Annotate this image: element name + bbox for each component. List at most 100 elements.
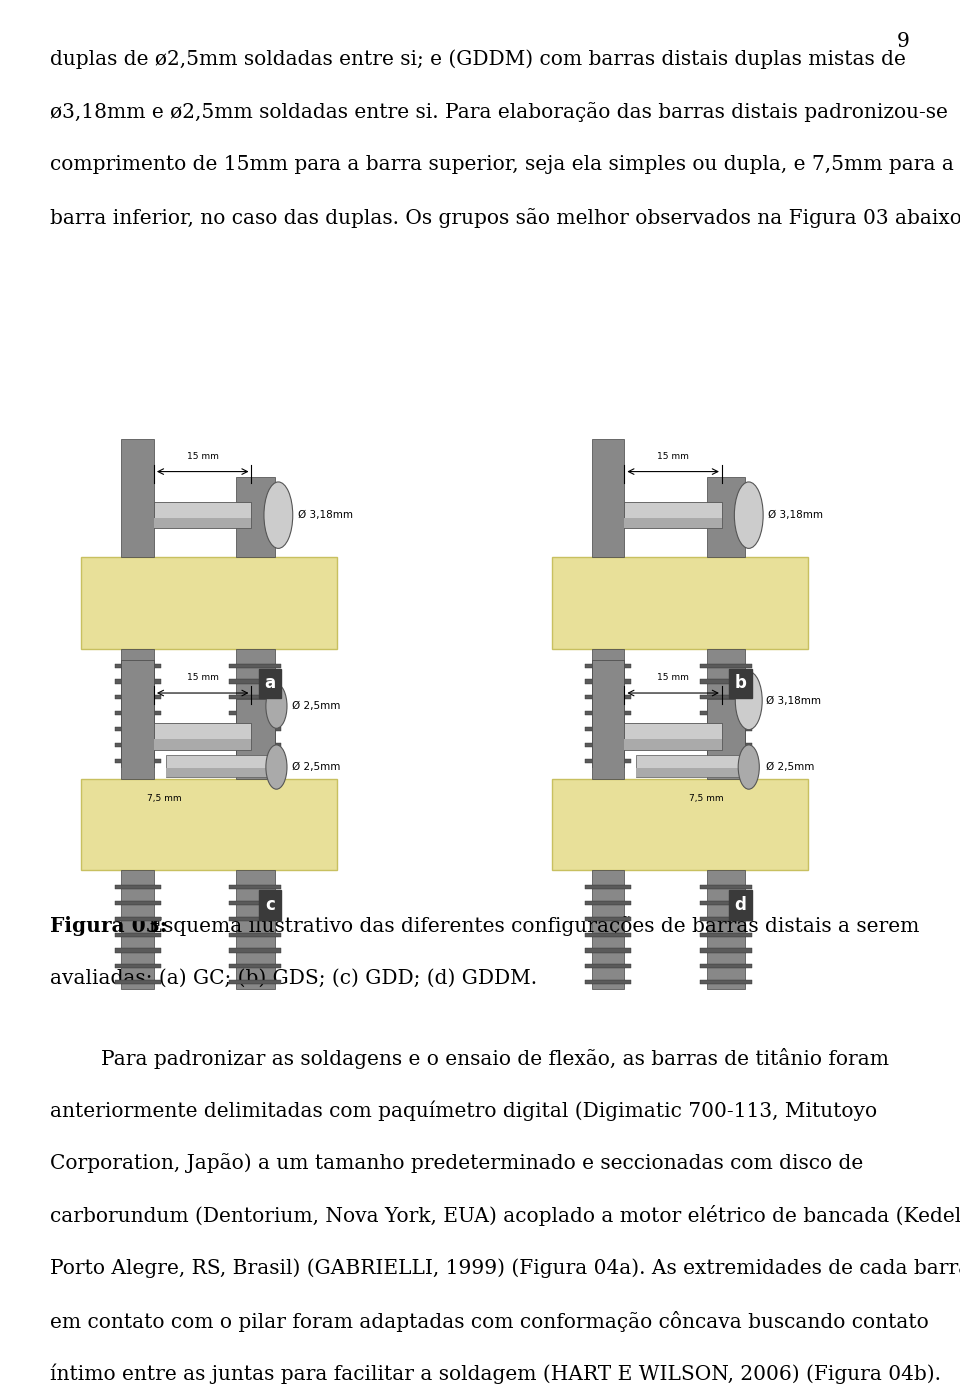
- Bar: [114, 743, 160, 747]
- Bar: [121, 649, 154, 768]
- Bar: [229, 901, 281, 905]
- Bar: [114, 901, 160, 905]
- Text: Porto Alegre, RS, Brasil) (GABRIELLI, 1999) (Figura 04a). As extremidades de cad: Porto Alegre, RS, Brasil) (GABRIELLI, 19…: [50, 1258, 960, 1277]
- Bar: [229, 664, 281, 667]
- Bar: [700, 916, 752, 920]
- Bar: [585, 743, 631, 747]
- Text: Ø 3,18mm: Ø 3,18mm: [298, 511, 352, 520]
- Bar: [700, 901, 752, 905]
- Bar: [700, 758, 752, 763]
- Text: Ø 2,5mm: Ø 2,5mm: [292, 763, 340, 772]
- Text: Ø 2,5mm: Ø 2,5mm: [766, 763, 814, 772]
- Text: Corporation, Japão) a um tamanho predeterminado e seccionadas com disco de: Corporation, Japão) a um tamanho predete…: [50, 1153, 863, 1172]
- Bar: [114, 886, 160, 889]
- Bar: [700, 965, 752, 969]
- Bar: [165, 768, 270, 778]
- Bar: [154, 502, 252, 529]
- Bar: [229, 743, 281, 747]
- Bar: [585, 695, 631, 699]
- Bar: [552, 558, 807, 649]
- Text: carborundum (Dentorium, Nova York, EUA) acoplado a motor elétrico de bancada (Ke: carborundum (Dentorium, Nova York, EUA) …: [50, 1205, 960, 1226]
- Text: anteriormente delimitadas com paquímetro digital (Digimatic 700-113, Mitutoyo: anteriormente delimitadas com paquímetro…: [50, 1100, 877, 1121]
- Bar: [585, 727, 631, 731]
- Bar: [707, 871, 745, 990]
- Bar: [236, 477, 275, 558]
- Bar: [165, 756, 270, 778]
- Ellipse shape: [266, 684, 287, 728]
- Text: a: a: [264, 674, 276, 692]
- Bar: [114, 933, 160, 937]
- Text: 15 mm: 15 mm: [187, 673, 219, 682]
- Text: b: b: [734, 674, 746, 692]
- Bar: [700, 680, 752, 684]
- Ellipse shape: [266, 745, 287, 789]
- Text: Ø 3,18mm: Ø 3,18mm: [768, 511, 823, 520]
- Bar: [585, 933, 631, 937]
- Bar: [700, 743, 752, 747]
- Text: comprimento de 15mm para a barra superior, seja ela simples ou dupla, e 7,5mm pa: comprimento de 15mm para a barra superio…: [50, 155, 954, 174]
- Bar: [591, 871, 624, 990]
- Bar: [114, 727, 160, 731]
- Bar: [624, 724, 722, 750]
- Bar: [229, 695, 281, 699]
- Ellipse shape: [735, 671, 762, 729]
- Bar: [229, 948, 281, 952]
- Bar: [585, 680, 631, 684]
- Bar: [229, 886, 281, 889]
- Bar: [229, 680, 281, 684]
- Text: em contato com o pilar foram adaptadas com conformação côncava buscando contato: em contato com o pilar foram adaptadas c…: [50, 1311, 928, 1331]
- Text: Esquema ilustrativo das diferentes configurações de barras distais a serem: Esquema ilustrativo das diferentes confi…: [142, 916, 920, 936]
- Bar: [114, 711, 160, 716]
- Bar: [591, 660, 624, 779]
- Bar: [154, 739, 252, 750]
- Bar: [114, 916, 160, 920]
- Bar: [121, 660, 154, 779]
- Text: Ø 3,18mm: Ø 3,18mm: [766, 696, 821, 706]
- Text: ø3,18mm e ø2,5mm soldadas entre si. Para elaboração das barras distais padronizo: ø3,18mm e ø2,5mm soldadas entre si. Para…: [50, 102, 948, 122]
- Bar: [585, 664, 631, 667]
- Bar: [154, 518, 252, 529]
- Bar: [585, 948, 631, 952]
- Bar: [624, 502, 722, 529]
- Bar: [700, 695, 752, 699]
- Text: 15 mm: 15 mm: [658, 673, 689, 682]
- Bar: [624, 739, 722, 750]
- Bar: [114, 758, 160, 763]
- Bar: [591, 439, 624, 558]
- Bar: [229, 965, 281, 969]
- Bar: [707, 477, 745, 558]
- Bar: [114, 948, 160, 952]
- Bar: [121, 871, 154, 990]
- Bar: [229, 727, 281, 731]
- Text: 15 mm: 15 mm: [187, 451, 219, 461]
- Ellipse shape: [264, 482, 293, 548]
- Bar: [624, 518, 722, 529]
- Bar: [700, 980, 752, 984]
- Text: 7,5 mm: 7,5 mm: [689, 794, 724, 803]
- Bar: [121, 439, 154, 558]
- Bar: [585, 916, 631, 920]
- Bar: [82, 779, 337, 871]
- Bar: [229, 980, 281, 984]
- Bar: [236, 699, 275, 779]
- Bar: [82, 558, 337, 649]
- Bar: [229, 933, 281, 937]
- Text: d: d: [734, 895, 746, 913]
- Bar: [700, 727, 752, 731]
- Text: Figura 03:: Figura 03:: [50, 916, 167, 936]
- Bar: [585, 901, 631, 905]
- Bar: [700, 711, 752, 716]
- Bar: [114, 664, 160, 667]
- Bar: [229, 711, 281, 716]
- Bar: [154, 724, 252, 750]
- Bar: [552, 779, 807, 871]
- Bar: [114, 680, 160, 684]
- Bar: [707, 699, 745, 779]
- Bar: [585, 711, 631, 716]
- Bar: [636, 768, 740, 778]
- Text: íntimo entre as juntas para facilitar a soldagem (HART E WILSON, 2006) (Figura 0: íntimo entre as juntas para facilitar a …: [50, 1363, 941, 1384]
- Text: barra inferior, no caso das duplas. Os grupos são melhor observados na Figura 03: barra inferior, no caso das duplas. Os g…: [50, 208, 960, 227]
- Text: avaliadas: (a) GC; (b) GDS; (c) GDD; (d) GDDM.: avaliadas: (a) GC; (b) GDS; (c) GDD; (d)…: [50, 969, 537, 988]
- Bar: [229, 916, 281, 920]
- Text: Ø 2,5mm: Ø 2,5mm: [292, 702, 340, 711]
